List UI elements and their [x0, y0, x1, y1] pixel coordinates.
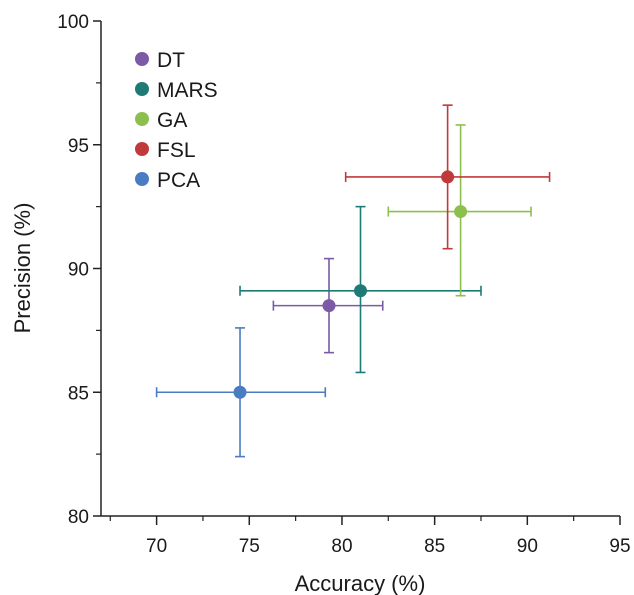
legend-label-pca: PCA [157, 169, 200, 192]
legend-label-ga: GA [157, 109, 187, 132]
x-tick-label: 75 [239, 536, 260, 557]
data-points [233, 170, 468, 399]
legend: DT MARS GA FSL PCA [135, 49, 218, 192]
x-tick-label: 80 [331, 536, 352, 557]
y-tick-label: 90 [68, 260, 89, 281]
legend-label-fsl: FSL [157, 139, 196, 162]
legend-marker-mars [135, 82, 149, 96]
x-tick-label: 85 [424, 536, 445, 557]
y-tick-label: 80 [68, 507, 89, 528]
x-axis-ticks: 70 75 80 85 90 95 [109, 516, 631, 557]
point-fsl [441, 170, 455, 184]
legend-label-dt: DT [157, 49, 185, 72]
point-mars [354, 284, 367, 298]
y-tick-label: 85 [68, 383, 89, 404]
point-pca [233, 385, 247, 399]
x-tick-label: 90 [517, 536, 538, 557]
y-axis-title: Precision (%) [10, 203, 35, 334]
x-tick-label: 70 [146, 536, 167, 557]
y-axis-ticks: 80 85 90 95 100 [57, 12, 101, 528]
point-dt [322, 299, 336, 313]
y-tick-label: 95 [68, 136, 89, 157]
point-ga [454, 205, 468, 219]
legend-label-mars: MARS [157, 79, 218, 102]
legend-marker-pca [135, 172, 149, 186]
error-bars [155, 104, 551, 458]
legend-marker-dt [135, 52, 149, 66]
x-axis-title: Accuracy (%) [295, 571, 426, 595]
y-tick-label: 100 [57, 12, 89, 33]
legend-marker-fsl [135, 142, 149, 156]
legend-marker-ga [135, 112, 149, 126]
x-tick-label: 95 [609, 536, 630, 557]
